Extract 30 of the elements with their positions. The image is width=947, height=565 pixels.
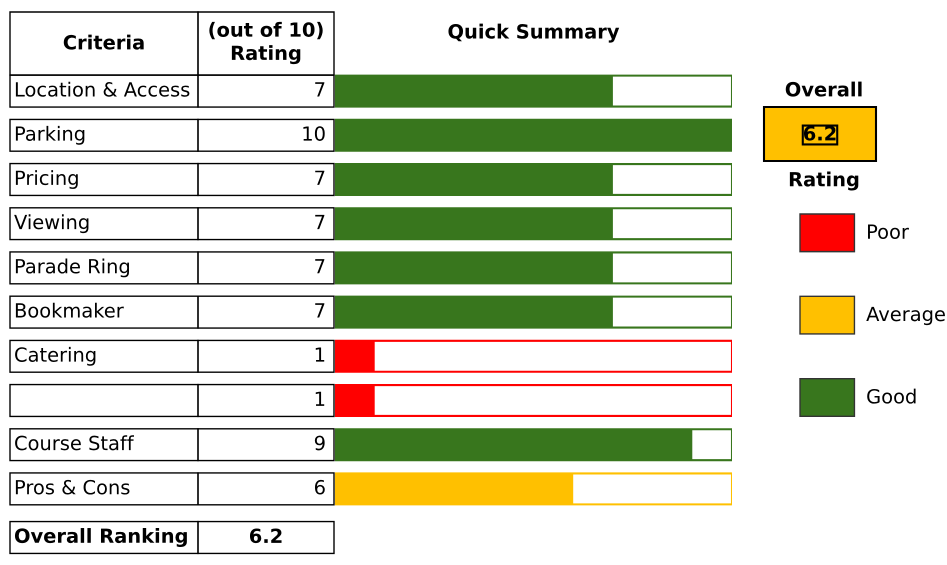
y-tick-label: Course Staff <box>15 435 134 450</box>
data-label: 7 <box>315 170 324 185</box>
legend-label: Good <box>867 388 916 404</box>
legend-label: Average <box>866 306 945 326</box>
text: Criteria <box>64 34 144 50</box>
data-label: 9 <box>314 436 325 450</box>
text: 6.2 <box>804 126 836 141</box>
data-label: 7 <box>315 303 324 318</box>
data-label: 7 <box>315 259 324 274</box>
y-tick-label: Pricing <box>16 170 78 189</box>
text: Overall <box>786 82 862 97</box>
legend-label: Poor <box>868 224 909 239</box>
data-label: 7 <box>315 214 324 230</box>
chart-title: Quick Summary <box>448 24 620 43</box>
y-tick-label: Bookmaker <box>16 302 124 318</box>
data-label: 1 <box>316 392 324 406</box>
text: 6.2 <box>250 528 282 544</box>
y-tick-label: Catering <box>15 346 96 366</box>
y-tick-label: Parking <box>16 126 84 145</box>
text: Rating <box>790 172 858 190</box>
y-tick-label: Parade Ring <box>16 258 129 278</box>
text: Overall Ranking <box>14 528 187 548</box>
y-tick-label: Viewing <box>14 214 88 234</box>
y-tick-label: Pros & Cons <box>16 480 130 495</box>
data-label: 7 <box>315 82 324 96</box>
y-tick-label: Location & Access <box>16 82 190 97</box>
text: (out of 10) Rating <box>209 22 323 64</box>
data-label: 1 <box>316 347 324 362</box>
data-label: 10 <box>303 126 325 141</box>
data-label: 6 <box>314 480 325 495</box>
